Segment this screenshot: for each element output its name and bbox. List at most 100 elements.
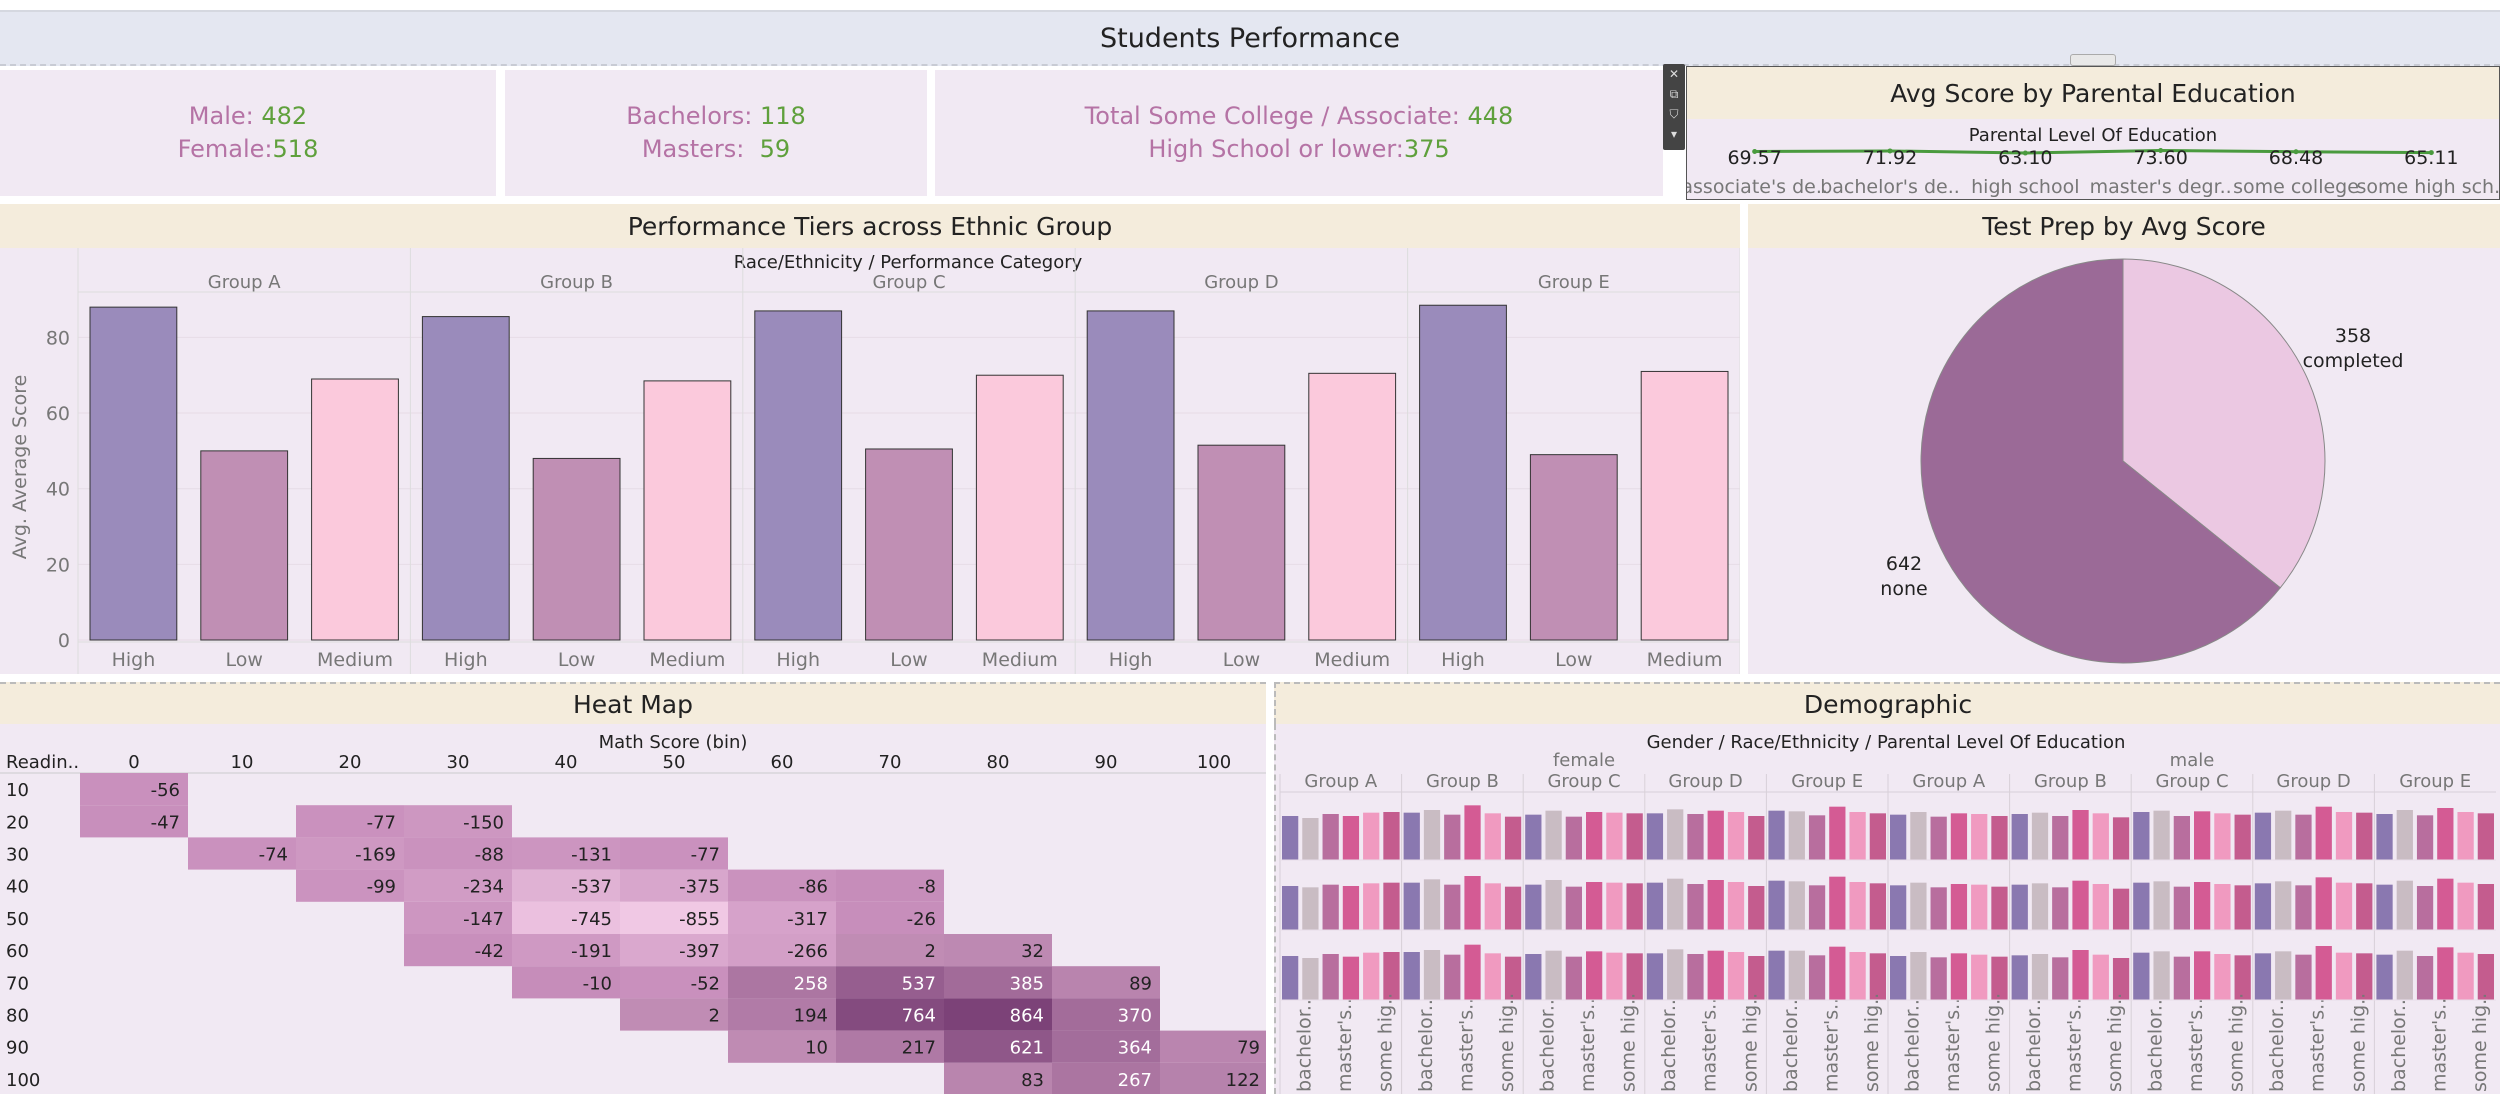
heatmap-cell-value: -266: [787, 941, 828, 962]
pie-chart: 358 completed 642 none: [1880, 258, 2404, 664]
close-icon[interactable]: ✕: [1668, 67, 1680, 81]
tiers-category-label: Low: [1223, 649, 1260, 671]
tiers-group-label: Group C: [872, 272, 945, 293]
tiers-category-label: Low: [558, 649, 595, 671]
heatmap-cell: [512, 837, 620, 870]
heatmap-cell-value: 2: [709, 1006, 720, 1027]
heatmap-cell-value: 2: [925, 941, 936, 962]
tiers-category-label: Medium: [1647, 649, 1723, 671]
heatmap-cell-value: -47: [151, 812, 180, 833]
heatmap-cell: [404, 901, 512, 934]
demographic-category-label: some hig..: [1861, 993, 1883, 1092]
demographic-category-label: some hig..: [2226, 993, 2248, 1092]
tiers-chart: Race/Ethnicity / Performance Category 0 20…: [9, 248, 1740, 674]
demographic-bar: [2376, 884, 2393, 930]
demographic-bar: [1606, 812, 1623, 860]
kpi-bachelors-line: Bachelors: 118: [626, 100, 806, 133]
demographic-category-label: some hig..: [1374, 993, 1396, 1092]
demographic-group-label: Group B: [1426, 771, 1499, 792]
demographic-bar: [1808, 955, 1826, 1000]
heatmap-cell-value: -42: [475, 941, 504, 962]
demographic-bar: [2153, 881, 2170, 930]
heatmap-col-label: 50: [663, 752, 686, 773]
heatmap-cell-value: -86: [799, 877, 828, 898]
male-label: Male:: [188, 102, 254, 130]
demographic-bar: [1423, 879, 1441, 930]
demographic-bar: [2072, 950, 2089, 1000]
heatmap-cell-value: 364: [1118, 1038, 1152, 1059]
demographic-bar: [1930, 957, 1947, 1000]
resize-handle[interactable]: [2070, 54, 2116, 66]
heatmap-cell-value: -99: [367, 877, 396, 898]
more-icon[interactable]: ▾: [1670, 127, 1678, 141]
heatmap-cell-value: -397: [679, 941, 720, 962]
parental-panel[interactable]: Avg Score by Parental Education Parental…: [1686, 66, 2500, 200]
demographic-bar: [2295, 954, 2312, 1000]
demographic-bar: [1322, 954, 1339, 1000]
demographic-bar: [2376, 814, 2393, 860]
demographic-group-label: Group B: [2034, 771, 2107, 792]
heatmap-cell: [512, 869, 620, 902]
heatmap-cell-value: 122: [1226, 1070, 1260, 1091]
tiers-bar: [643, 380, 732, 641]
tiers-ytick: 60: [46, 403, 70, 425]
demographic-bar: [1444, 814, 1461, 860]
heatmap-cell: [1052, 1062, 1160, 1094]
tiers-category-label: Medium: [1314, 649, 1390, 671]
heatmap-panel: Math Score (bin) Readin.. 0 10 20 30 40 50 60 70 8…: [0, 724, 1266, 1094]
demographic-bar: [1991, 886, 2008, 930]
demographic-group-label: Group C: [2155, 771, 2228, 792]
heatmap-row-label: 100: [6, 1070, 40, 1091]
filter-icon[interactable]: ⛉: [1669, 107, 1679, 121]
tiers-category-label: Low: [890, 649, 927, 671]
tiers-bar: [754, 310, 843, 641]
demographic-bar: [2011, 955, 2028, 1000]
demographic-bar: [1768, 950, 1785, 1000]
demographic-bar: [2416, 815, 2434, 860]
tiers-category-label: Medium: [649, 649, 725, 671]
demographic-bar: [1687, 884, 1704, 930]
parental-category-label: some college: [2233, 176, 2359, 198]
heatmap-cell: [944, 1062, 1052, 1094]
heatmap-cell-value: -56: [151, 780, 180, 801]
demographic-bar: [2112, 817, 2130, 860]
demographic-bar: [1788, 950, 1805, 1000]
demographic-bar: [1971, 814, 1988, 860]
demographic-bar: [1464, 805, 1481, 860]
demographic-bar: [1646, 813, 1664, 860]
demographic-bar: [2031, 883, 2049, 930]
heatmap-cell-value: 217: [902, 1038, 936, 1059]
pie-label-name: completed: [2303, 350, 2404, 372]
kpi-college: Total Some College / Associate: 448 High…: [935, 70, 1663, 196]
demographic-bar: [1565, 816, 1582, 860]
heatmap-row-label: 10: [6, 780, 29, 801]
heatmap-col-label: 80: [987, 752, 1010, 773]
hs-value: 375: [1403, 135, 1450, 163]
tiers-category-label: Medium: [982, 649, 1058, 671]
demographic-bar: [1707, 810, 1724, 860]
demographic-category-label: master's..: [2064, 998, 2086, 1092]
demographic-bar: [2477, 884, 2494, 930]
tiers-category-label: High: [1441, 649, 1485, 671]
some-college-value: 448: [1467, 102, 1514, 130]
demographic-category-label: bachelor..: [1901, 999, 1923, 1092]
demographic-bar: [1849, 882, 1866, 930]
demographic-header: Gender / Race/Ethnicity / Parental Level…: [1647, 732, 2126, 753]
parental-point: [1887, 148, 1893, 154]
parental-title: Avg Score by Parental Education: [1687, 67, 2499, 119]
demographic-bar: [2275, 881, 2292, 930]
testprep-panel: 358 completed 642 none: [1748, 248, 2500, 674]
demographic-bar: [2356, 953, 2373, 1000]
demographic-bar: [1646, 882, 1664, 930]
demographic-bar: [2457, 882, 2474, 930]
demographic-bar: [2133, 812, 2150, 860]
demographic-bar: [1849, 952, 1866, 1000]
heatmap-cell: [728, 1030, 836, 1063]
heatmap-row-label: 70: [6, 973, 29, 994]
demographic-category-label: bachelor..: [1293, 999, 1315, 1092]
demographic-bar: [1950, 813, 1968, 860]
tiers-group-label: Group E: [1538, 272, 1610, 293]
popout-icon[interactable]: ⧉: [1669, 87, 1679, 101]
heatmap-cell: [944, 998, 1052, 1031]
demographic-category-label: master's..: [1456, 998, 1478, 1092]
